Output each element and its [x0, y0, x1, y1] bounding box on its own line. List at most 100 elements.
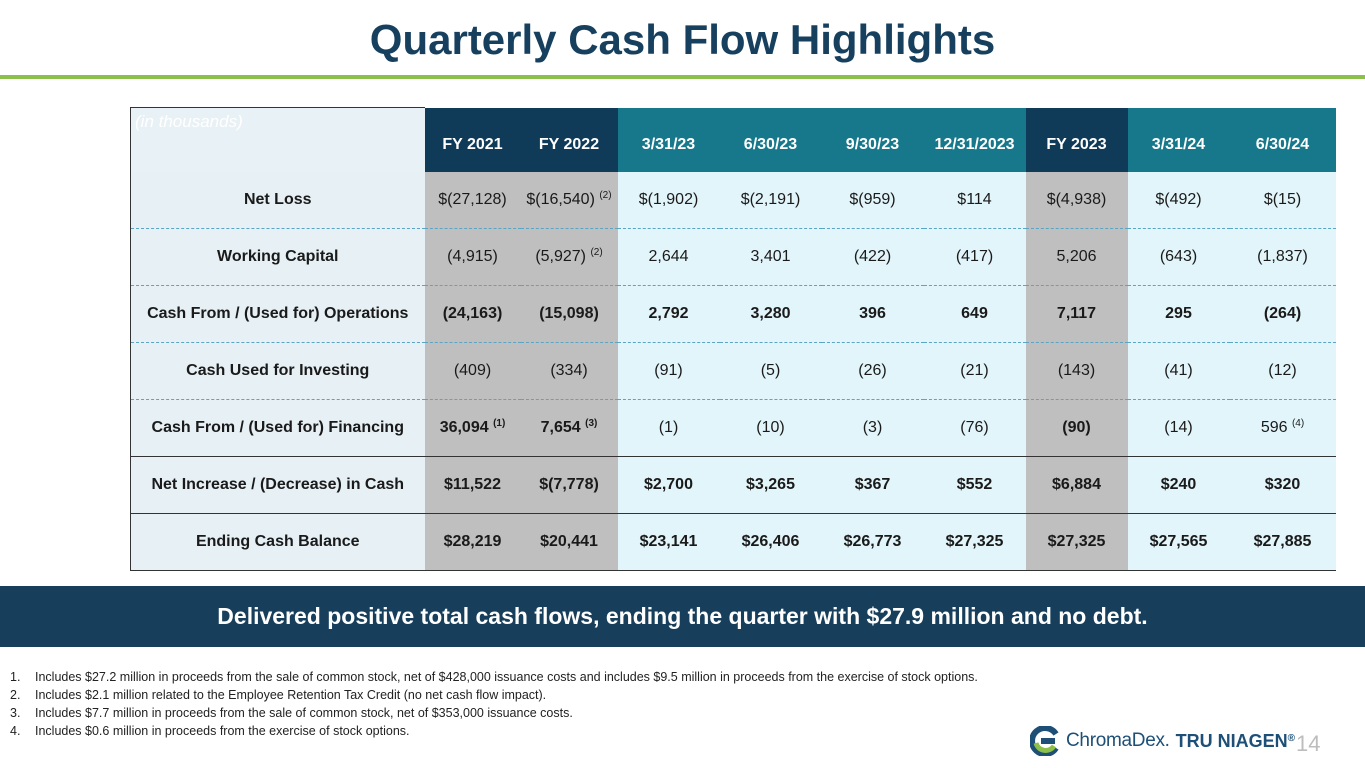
table-row: Net Increase / (Decrease) in Cash $11,522… — [130, 456, 1336, 514]
table-cell: 7,654 (3) — [520, 399, 618, 457]
footnote-ref: (4) — [1291, 417, 1305, 429]
table-cell: (3) — [821, 399, 924, 457]
table-cell: (26) — [821, 342, 924, 400]
table-cell: 7,117 — [1025, 285, 1128, 343]
row-label: Ending Cash Balance — [130, 513, 425, 571]
table-cell: (15,098) — [520, 285, 618, 343]
table-cell: (91) — [617, 342, 720, 400]
column-header: FY 2023 — [1025, 107, 1128, 172]
table-cell: (1,837) — [1229, 228, 1336, 286]
table-cell: 649 — [923, 285, 1026, 343]
table-cell: $28,219 — [424, 513, 521, 571]
table-cell: (41) — [1127, 342, 1230, 400]
table-cell: $(4,938) — [1025, 171, 1128, 229]
table-cell: 2,644 — [617, 228, 720, 286]
table-cell: $23,141 — [617, 513, 720, 571]
table-cell: (1) — [617, 399, 720, 457]
table-cell: $(959) — [821, 171, 924, 229]
table-cell: $27,325 — [1025, 513, 1128, 571]
column-header: FY 2022 — [520, 107, 618, 172]
row-label: Net Increase / (Decrease) in Cash — [130, 456, 425, 514]
table-cell: 3,401 — [719, 228, 822, 286]
table-cell: $114 — [923, 171, 1026, 229]
footnote-ref: (2) — [590, 246, 603, 258]
row-label: Working Capital — [130, 228, 425, 286]
table-cell: (14) — [1127, 399, 1230, 457]
table-cell: $(2,191) — [719, 171, 822, 229]
table-cell: $2,700 — [617, 456, 720, 514]
slide-title: Quarterly Cash Flow Highlights — [369, 16, 996, 63]
table-cell: $(7,778) — [520, 456, 618, 514]
column-header: 6/30/23 — [719, 107, 822, 172]
column-header: 9/30/23 — [821, 107, 924, 172]
table-cell: (90) — [1025, 399, 1128, 457]
table-cell: $11,522 — [424, 456, 521, 514]
table-cell: $(27,128) — [424, 171, 521, 229]
table-cell: (264) — [1229, 285, 1336, 343]
cash-flow-table: (in thousands) FY 2021 FY 2022 3/31/23 6… — [130, 107, 1336, 571]
table-cell: 3,280 — [719, 285, 822, 343]
column-header: FY 2021 — [424, 107, 521, 172]
table-cell: $(492) — [1127, 171, 1230, 229]
table-cell: (21) — [923, 342, 1026, 400]
column-header: 3/31/24 — [1127, 107, 1230, 172]
company-logo: ChromaDex. TRU NIAGEN® — [1030, 726, 1295, 756]
row-label: Cash From / (Used for) Operations — [130, 285, 425, 343]
logo-tru-niagen-text: TRU NIAGEN® — [1175, 730, 1296, 751]
footnote-item: 3. Includes $7.7 million in proceeds from… — [10, 706, 573, 720]
table-cell: 36,094 (1) — [424, 399, 521, 457]
footnote-item: 1. Includes $27.2 million in proceeds fro… — [10, 670, 978, 684]
table-cell: (5,927) (2) — [520, 228, 618, 286]
table-cell: (422) — [821, 228, 924, 286]
footnote-item: 4. Includes $0.6 million in proceeds from… — [10, 724, 410, 738]
table-cell: (4,915) — [424, 228, 521, 286]
table-cell: (334) — [520, 342, 618, 400]
table-cell: $320 — [1229, 456, 1336, 514]
footnote-item: 2. Includes $2.1 million related to the E… — [10, 688, 547, 702]
table-cell: $20,441 — [520, 513, 618, 571]
logo-chromadex-text: ChromaDex. — [1066, 730, 1170, 751]
table-cell: $3,265 — [719, 456, 822, 514]
table-cell: $(16,540) (2) — [520, 171, 618, 229]
table-row: Cash From / (Used for) Operations (24,163… — [130, 285, 1336, 343]
footnote-ref: (1) — [493, 417, 506, 429]
table-cell: (12) — [1229, 342, 1336, 400]
table-cell: (409) — [424, 342, 521, 400]
footnote-ref: (2) — [599, 189, 612, 201]
table-cell: (643) — [1127, 228, 1230, 286]
row-label: Net Loss — [130, 171, 425, 229]
table-row: Working Capital (4,915) (5,927) (2) 2,644 3,… — [130, 228, 1336, 286]
units-label: (in thousands) — [130, 107, 425, 172]
table-cell: $(1,902) — [617, 171, 720, 229]
table-cell: $(15) — [1229, 171, 1336, 229]
table-cell: 396 — [821, 285, 924, 343]
table-cell: 295 — [1127, 285, 1230, 343]
table-cell: $26,406 — [719, 513, 822, 571]
table-cell: (417) — [923, 228, 1026, 286]
chromadex-mark-icon — [1030, 726, 1059, 756]
table-row: Cash From / (Used for) Financing 36,094 (… — [130, 399, 1336, 457]
footnotes: 1. Includes $27.2 million in proceeds fro… — [10, 668, 978, 740]
column-header: 6/30/24 — [1229, 107, 1336, 172]
title-divider — [0, 75, 1365, 79]
table-cell: $27,565 — [1127, 513, 1230, 571]
table-cell: 5,206 — [1025, 228, 1128, 286]
table-cell: (24,163) — [424, 285, 521, 343]
table-cell: $27,885 — [1229, 513, 1336, 571]
table-row: Ending Cash Balance $28,219 $20,441 $23,141… — [130, 513, 1336, 571]
table-cell: (143) — [1025, 342, 1128, 400]
table-cell: $367 — [821, 456, 924, 514]
row-label: Cash From / (Used for) Financing — [130, 399, 425, 457]
column-header: 12/31/2023 — [923, 107, 1026, 172]
table-cell: 2,792 — [617, 285, 720, 343]
table-row: Cash Used for Investing (409) (334) (91) (5)… — [130, 342, 1336, 400]
column-header: 3/31/23 — [617, 107, 720, 172]
table-row: Net Loss $(27,128) $(16,540) (2) $(1,902) $(… — [130, 171, 1336, 229]
table-cell: $6,884 — [1025, 456, 1128, 514]
table-cell: (76) — [923, 399, 1026, 457]
table-cell: $552 — [923, 456, 1026, 514]
table-cell: $26,773 — [821, 513, 924, 571]
table-header-row: (in thousands) FY 2021 FY 2022 3/31/23 6… — [130, 107, 1336, 172]
summary-banner: Delivered positive total cash flows, end… — [0, 586, 1365, 647]
table-cell: (5) — [719, 342, 822, 400]
